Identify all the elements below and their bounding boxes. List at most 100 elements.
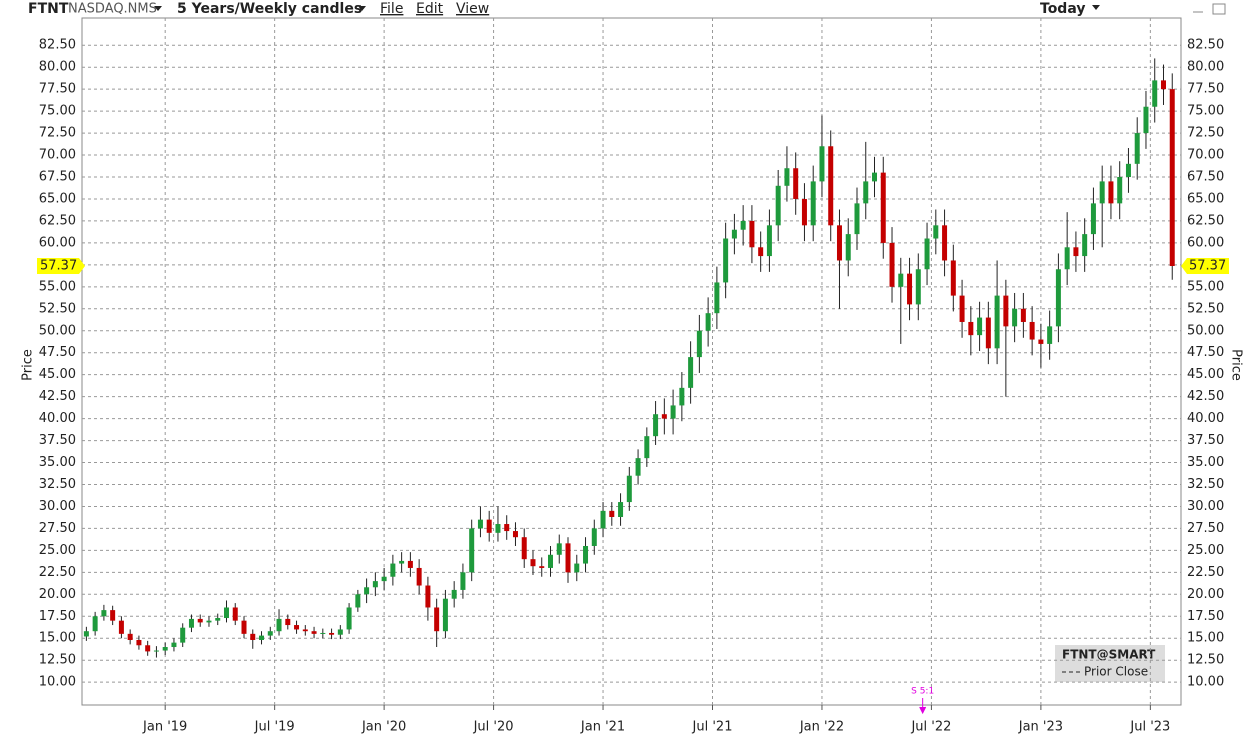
y-tick-label-right: 32.50 <box>1187 477 1224 492</box>
candle-body <box>880 172 886 243</box>
candle-body <box>337 629 343 635</box>
exchange[interactable]: NASDAQ.NMS <box>68 2 157 17</box>
candle-body <box>197 618 203 623</box>
candle-body <box>101 610 107 617</box>
period[interactable]: 5 Years/Weekly candles <box>177 1 362 17</box>
candle-body <box>495 524 501 533</box>
candle-body <box>136 639 142 646</box>
y-tick-label: 20.00 <box>39 587 76 602</box>
y-tick-label: 75.00 <box>39 104 76 119</box>
candle-body <box>416 567 422 586</box>
last-price-pointer-right <box>1181 258 1187 275</box>
candle-body <box>206 620 212 623</box>
candle-body <box>1160 80 1166 90</box>
candle-body <box>723 238 729 283</box>
symbol[interactable]: FTNT <box>28 1 69 17</box>
plot-layer <box>82 18 1181 705</box>
candle-body <box>1134 133 1140 164</box>
y-tick-label: 17.50 <box>39 609 76 624</box>
y-tick-label: 80.00 <box>39 60 76 75</box>
y-axis-title: Price <box>21 349 36 381</box>
legend-series: FTNT@SMART <box>1062 648 1156 662</box>
candle-body <box>924 238 930 270</box>
candle-body <box>801 198 807 226</box>
split-marker <box>919 698 927 715</box>
dropdown-arrow[interactable] <box>1092 5 1100 10</box>
candle-body <box>688 357 694 388</box>
toolbar <box>0 0 1251 18</box>
candle-body <box>942 225 948 261</box>
candle-body <box>819 146 825 182</box>
candle-body <box>232 607 238 621</box>
candle-body <box>740 220 746 230</box>
candle-body <box>1064 247 1070 270</box>
candle-body <box>285 618 291 626</box>
y-tick-label: 50.00 <box>39 323 76 338</box>
candle-body <box>530 559 536 567</box>
y-tick-label: 62.50 <box>39 213 76 228</box>
y-tick-label-right: 27.50 <box>1187 521 1224 536</box>
candle-body <box>215 618 221 621</box>
candle-body <box>845 234 851 261</box>
y-tick-label-right: 82.50 <box>1187 38 1224 53</box>
candle-body <box>1029 321 1035 340</box>
candle-body <box>302 629 308 632</box>
menu-edit[interactable]: Edit <box>416 1 444 17</box>
candle-body <box>188 618 194 628</box>
candle-body <box>223 607 229 619</box>
candle-body <box>171 642 177 648</box>
candle-body <box>1082 234 1088 257</box>
y-tick-label: 40.00 <box>39 411 76 426</box>
dropdown-arrow[interactable] <box>154 6 162 11</box>
candle-body <box>872 172 878 182</box>
candle-body <box>83 631 89 637</box>
y-tick-label-right: 15.00 <box>1187 631 1224 646</box>
menu-view[interactable]: View <box>456 1 489 17</box>
candle-body <box>1055 269 1061 327</box>
y-tick-label-right: 10.00 <box>1187 675 1224 690</box>
candle-body <box>810 181 816 226</box>
window-controls[interactable] <box>1193 3 1226 15</box>
candle-body <box>1047 326 1053 344</box>
menu-file[interactable]: File <box>380 1 403 17</box>
candle-body <box>696 330 702 358</box>
candle-body <box>836 225 842 261</box>
y-tick-label-right: 77.50 <box>1187 82 1224 97</box>
dropdown-arrow[interactable] <box>358 6 366 11</box>
x-tick-label: Jul '23 <box>1129 720 1170 735</box>
candle-body <box>311 631 317 634</box>
last-price-pointer <box>79 258 85 275</box>
candle-body <box>276 618 282 632</box>
candle-body <box>504 524 510 532</box>
candle-body <box>372 581 378 588</box>
y-tick-label: 70.00 <box>39 148 76 163</box>
candle-body <box>618 502 624 517</box>
candle-body <box>259 635 265 640</box>
candle-body <box>994 295 1000 349</box>
candle-body <box>1012 308 1018 327</box>
candle-body <box>451 589 457 599</box>
y-tick-label: 42.50 <box>39 389 76 404</box>
candle-body <box>180 627 186 643</box>
candle-body <box>705 313 711 331</box>
candle-body <box>92 616 98 632</box>
y-tick-label: 22.50 <box>39 565 76 580</box>
candle-body <box>486 519 492 533</box>
candle-body <box>460 572 466 590</box>
candle-body <box>1073 247 1079 257</box>
candle-body <box>985 317 991 349</box>
candle-body <box>784 168 790 186</box>
candle-body <box>407 560 413 568</box>
y-tick-label-right: 22.50 <box>1187 565 1224 580</box>
y-tick-label: 27.50 <box>39 521 76 536</box>
candle-body <box>381 576 387 582</box>
candle-body <box>512 531 518 538</box>
candle-body <box>959 295 965 322</box>
legend <box>1055 645 1165 682</box>
y-tick-label: 60.00 <box>39 235 76 250</box>
candle-body <box>1152 80 1158 107</box>
candle-body <box>1108 181 1114 204</box>
y-tick-label-right: 42.50 <box>1187 389 1224 404</box>
range[interactable]: Today <box>1040 1 1085 17</box>
candle-body <box>1020 308 1026 322</box>
